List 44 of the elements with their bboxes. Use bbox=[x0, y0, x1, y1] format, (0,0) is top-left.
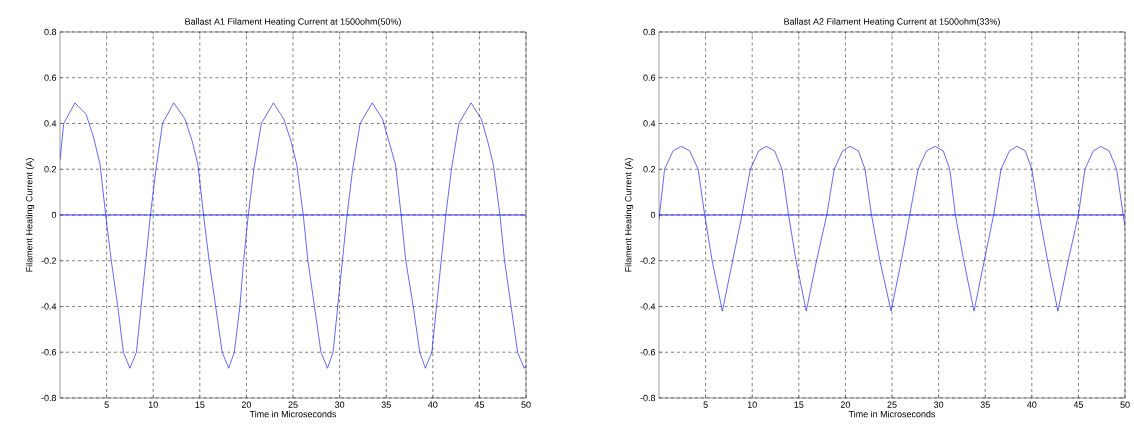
y-tick-label: 0 bbox=[51, 211, 57, 219]
y-tick-label: -0.2 bbox=[41, 257, 57, 264]
x-tick-label: 25 bbox=[887, 401, 897, 408]
y-tick-label: 0.6 bbox=[643, 74, 656, 81]
x-tick-label: 40 bbox=[428, 401, 438, 408]
y-tick-label: 0.6 bbox=[44, 74, 57, 81]
x-tick-label: 30 bbox=[933, 401, 944, 408]
x-tick-label: 10 bbox=[148, 401, 158, 408]
x-tick-label: 10 bbox=[747, 401, 757, 408]
x-tick-label: 15 bbox=[195, 401, 205, 408]
y-tick-label: 0.4 bbox=[44, 120, 57, 127]
y-tick-label: 0.4 bbox=[643, 120, 656, 127]
x-tick-label: 45 bbox=[1073, 401, 1084, 408]
x-tick-label: 25 bbox=[288, 401, 298, 408]
x-tick-label: 40 bbox=[1027, 401, 1037, 408]
x-tick-label: 5 bbox=[703, 401, 708, 408]
chart-title: Ballast A2 Filament Heating Current at 1500ohm(33%) bbox=[784, 18, 1000, 27]
y-axis-title: Filament Heating Current (A) bbox=[25, 158, 35, 272]
x-tick-label: 35 bbox=[980, 401, 990, 408]
x-tick-label: 20 bbox=[241, 401, 252, 408]
x-axis-title: Time in Microseconds bbox=[848, 410, 936, 418]
y-tick-label: -0.2 bbox=[640, 257, 656, 264]
y-tick-label: 0.8 bbox=[643, 28, 656, 36]
y-tick-label: 0 bbox=[650, 211, 656, 219]
y-tick-label: 0.8 bbox=[44, 28, 57, 36]
y-axis-title: Filament Heating Current (A) bbox=[624, 158, 634, 272]
x-tick-label: 15 bbox=[794, 401, 804, 408]
x-axis-title: Time in Microseconds bbox=[249, 410, 337, 418]
chart-title: Ballast A1 Filament Heating Current at 1500ohm(50%) bbox=[185, 18, 401, 27]
x-tick-label: 50 bbox=[521, 401, 531, 408]
x-tick-label: 30 bbox=[334, 401, 345, 408]
y-tick-label: -0.6 bbox=[640, 349, 656, 356]
y-tick-label: 0.2 bbox=[44, 166, 57, 173]
y-tick-label: -0.4 bbox=[41, 303, 57, 310]
x-tick-label: 20 bbox=[840, 401, 851, 408]
y-tick-label: -0.8 bbox=[640, 394, 656, 402]
x-tick-label: 35 bbox=[381, 401, 391, 408]
x-tick-label: 5 bbox=[104, 401, 109, 408]
y-tick-label: -0.4 bbox=[640, 303, 656, 310]
x-tick-label: 50 bbox=[1120, 401, 1130, 408]
x-tick-label: 45 bbox=[474, 401, 485, 408]
y-tick-label: 0.2 bbox=[643, 166, 656, 173]
y-tick-label: -0.8 bbox=[41, 394, 57, 402]
y-tick-label: -0.6 bbox=[41, 349, 57, 356]
